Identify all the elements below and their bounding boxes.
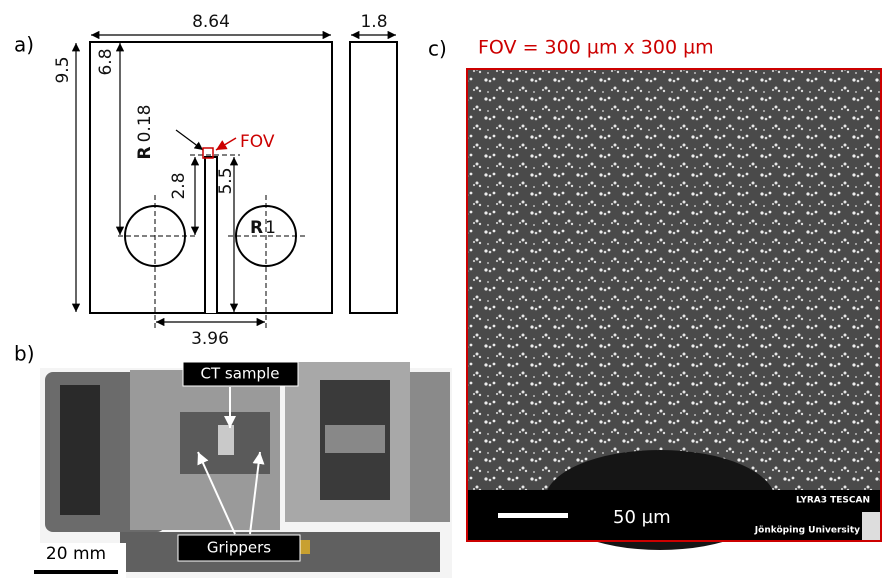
- radius-value: 0.18: [135, 105, 155, 143]
- callout-text: CT sample: [201, 365, 280, 383]
- panel-label: c): [428, 37, 447, 61]
- panel-label: a): [14, 33, 34, 57]
- instrument: LYRA3 TESCAN: [796, 496, 870, 506]
- fov-label: FOV: [240, 132, 275, 152]
- scale-label: 20 mm: [46, 544, 106, 564]
- dim-height: 9.5: [53, 56, 73, 83]
- panel-label: b): [14, 342, 35, 366]
- scale-bar: [498, 513, 568, 518]
- radius-prefix: R: [135, 146, 155, 159]
- photo-plate: [410, 372, 450, 522]
- dim-notch-radius: R 0.18: [135, 105, 155, 160]
- radius-prefix: R: [250, 218, 263, 238]
- dim-notch-length: 2.8: [169, 172, 189, 199]
- dim-notch-depth: 6.8: [96, 48, 116, 75]
- figure: a) 8.64 1.8 9.5 6.8 R0.18 FOV 2.8 5.5 R1…: [0, 0, 882, 578]
- panel-c: c) FOV = 300 µm x 300 µm 50 µm LYRA3 TES…: [428, 37, 881, 551]
- photo-sample: [218, 425, 234, 455]
- plate-side: [350, 42, 397, 313]
- callout-text: Grippers: [207, 539, 271, 557]
- logo: [862, 512, 880, 540]
- leader: [216, 138, 236, 150]
- photo-shaft: [325, 425, 385, 453]
- institution: Jönköping University: [754, 526, 860, 536]
- radius-value: 1: [265, 218, 276, 238]
- dim-width: 8.64: [192, 12, 230, 32]
- scale-label: 50 µm: [613, 507, 671, 528]
- photo-motor: [60, 385, 100, 515]
- panel-b: b) CT sample Grippers 20 mm: [14, 342, 452, 578]
- scale-bar: [34, 570, 118, 574]
- leader: [176, 130, 203, 150]
- dim-thickness: 1.8: [360, 12, 387, 32]
- dim-hole-spacing: 3.96: [191, 329, 229, 349]
- panel-title: FOV = 300 µm x 300 µm: [478, 37, 714, 59]
- dim-hole-offset: 5.5: [216, 167, 236, 194]
